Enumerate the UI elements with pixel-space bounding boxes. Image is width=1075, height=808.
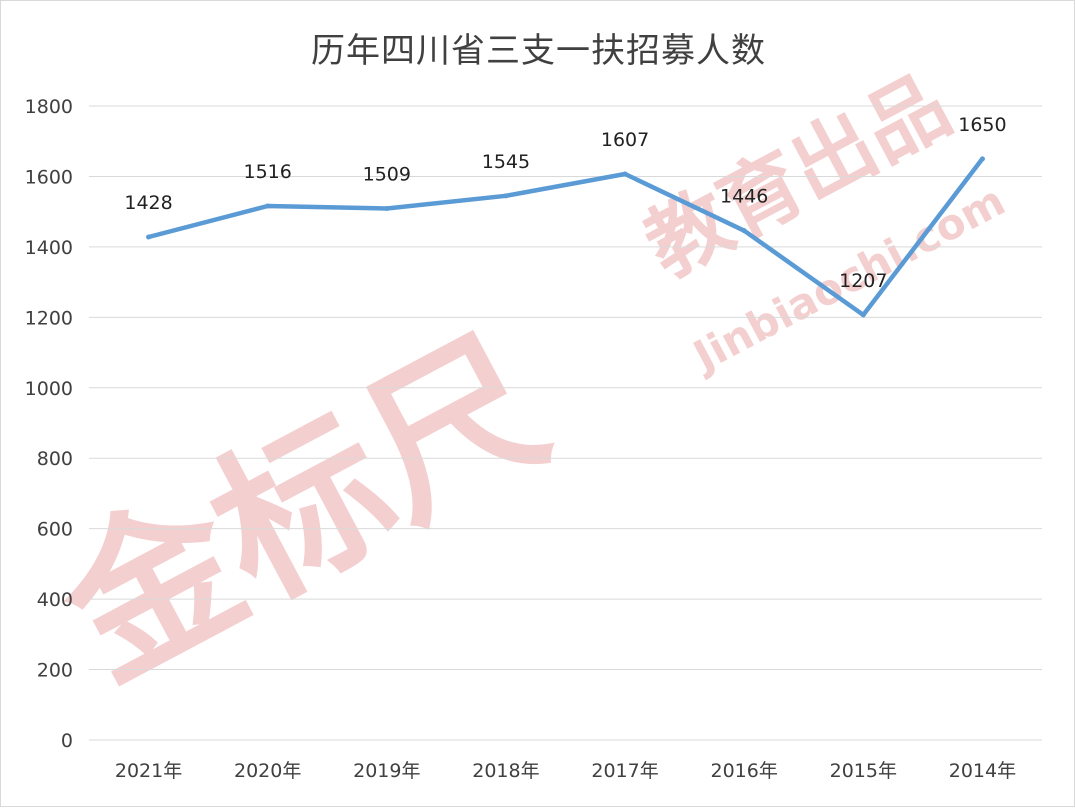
data-point bbox=[265, 203, 271, 209]
gridlines bbox=[89, 105, 1042, 741]
data-point bbox=[503, 193, 509, 199]
watermark-main-text: 金标尺 bbox=[31, 303, 575, 718]
data-label: 1509 bbox=[363, 163, 411, 185]
x-tick-label: 2019年 bbox=[353, 760, 420, 782]
series bbox=[146, 156, 985, 318]
y-axis: 0 200 400 600 800 1000 1200 1400 1600 1800 bbox=[25, 96, 73, 752]
y-tick-label: 1600 bbox=[25, 166, 73, 188]
data-label: 1607 bbox=[601, 129, 649, 151]
data-label: 1650 bbox=[958, 114, 1006, 136]
y-tick-label: 1200 bbox=[25, 307, 73, 329]
data-label: 1207 bbox=[839, 270, 887, 292]
data-point bbox=[384, 205, 390, 211]
x-tick-label: 2015年 bbox=[830, 760, 897, 782]
y-tick-label: 200 bbox=[37, 660, 73, 682]
data-point bbox=[741, 228, 747, 234]
chart-title: 历年四川省三支一扶招募人数 bbox=[311, 31, 766, 71]
data-point bbox=[146, 234, 152, 240]
x-tick-label: 2017年 bbox=[591, 760, 658, 782]
data-point bbox=[979, 156, 985, 162]
y-tick-label: 0 bbox=[61, 730, 73, 752]
x-tick-label: 2016年 bbox=[711, 760, 778, 782]
series-line bbox=[146, 156, 985, 318]
x-tick-label: 2021年 bbox=[115, 760, 182, 782]
y-tick-label: 600 bbox=[37, 519, 73, 541]
y-tick-label: 800 bbox=[37, 448, 73, 470]
data-label: 1516 bbox=[244, 161, 292, 183]
data-point bbox=[622, 171, 628, 177]
x-tick-label: 2020年 bbox=[234, 760, 301, 782]
data-label: 1428 bbox=[124, 192, 172, 214]
data-labels: 1428 1516 1509 1545 1607 1446 1207 1650 bbox=[124, 114, 1006, 292]
x-tick-label: 2018年 bbox=[472, 760, 539, 782]
data-label: 1545 bbox=[482, 151, 530, 173]
y-tick-label: 400 bbox=[37, 589, 73, 611]
x-tick-label: 2014年 bbox=[949, 760, 1016, 782]
y-tick-label: 1800 bbox=[25, 96, 73, 118]
data-label: 1446 bbox=[720, 186, 768, 208]
data-point bbox=[860, 312, 866, 318]
y-tick-label: 1000 bbox=[25, 378, 73, 400]
x-axis: 2021年 2020年 2019年 2018年 2017年 2016年 2015年 2014年 bbox=[115, 760, 1016, 782]
y-tick-label: 1400 bbox=[25, 237, 73, 259]
